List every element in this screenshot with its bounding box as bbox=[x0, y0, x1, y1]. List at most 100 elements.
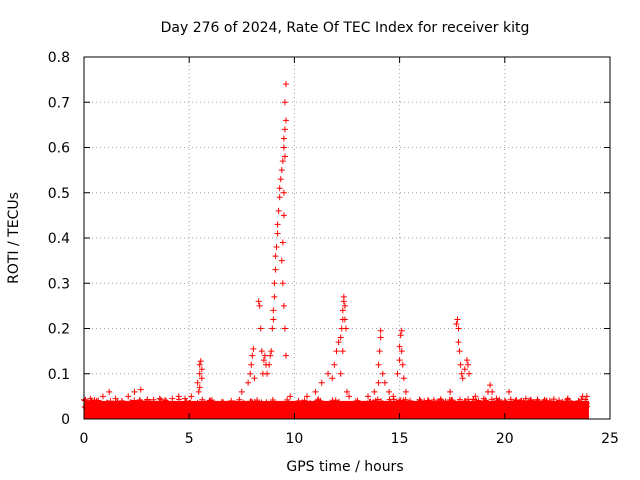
baseline-point bbox=[426, 404, 433, 411]
data-point bbox=[501, 397, 508, 404]
baseline-point bbox=[185, 400, 192, 407]
baseline-point bbox=[524, 404, 531, 411]
data-point bbox=[280, 302, 287, 309]
baseline-point bbox=[465, 399, 472, 406]
baseline-point bbox=[133, 402, 140, 409]
baseline-point bbox=[393, 398, 400, 405]
data-point bbox=[377, 334, 384, 341]
data-point bbox=[264, 370, 271, 377]
data-point bbox=[163, 397, 170, 404]
baseline-point bbox=[236, 396, 243, 403]
data-point bbox=[453, 320, 460, 327]
baseline-point bbox=[414, 404, 421, 411]
baseline-point bbox=[131, 397, 138, 404]
data-point bbox=[339, 307, 346, 314]
data-point bbox=[344, 388, 350, 395]
baseline-point bbox=[300, 403, 307, 410]
baseline-point bbox=[199, 396, 206, 403]
baseline-point bbox=[114, 399, 121, 406]
baseline-point bbox=[289, 404, 296, 411]
baseline-point bbox=[401, 398, 408, 405]
data-point bbox=[447, 388, 454, 395]
baseline-point bbox=[490, 398, 497, 405]
data-point bbox=[390, 393, 397, 400]
data-point bbox=[279, 239, 286, 246]
baseline-point bbox=[444, 403, 451, 410]
data-point bbox=[197, 358, 204, 365]
data-point bbox=[269, 325, 276, 332]
baseline-point bbox=[433, 404, 440, 411]
baseline-point bbox=[110, 400, 117, 407]
data-point bbox=[217, 402, 224, 409]
y-tick-label: 0.5 bbox=[48, 186, 70, 202]
data-point bbox=[402, 388, 409, 395]
data-point bbox=[335, 339, 342, 346]
data-point bbox=[266, 361, 273, 368]
baseline-point bbox=[263, 399, 270, 406]
data-point bbox=[106, 388, 113, 395]
baseline-noise bbox=[81, 396, 591, 419]
data-point bbox=[397, 332, 404, 339]
baseline-point bbox=[559, 398, 566, 405]
data-point bbox=[278, 257, 285, 264]
data-point bbox=[261, 352, 268, 359]
data-point bbox=[196, 370, 203, 377]
data-point bbox=[257, 325, 264, 332]
data-point bbox=[341, 302, 348, 309]
y-tick-label: 0.2 bbox=[48, 322, 70, 338]
baseline-point bbox=[342, 401, 349, 408]
data-point bbox=[175, 393, 182, 400]
baseline-point bbox=[316, 405, 323, 412]
data-point bbox=[274, 221, 281, 228]
data-point bbox=[112, 395, 119, 402]
data-points bbox=[83, 81, 590, 409]
y-tick-label: 0.7 bbox=[48, 95, 70, 111]
y-axis-ticks: 0 0.1 0.2 0.3 0.4 0.5 0.6 0.7 0.8 bbox=[48, 50, 610, 428]
data-point bbox=[238, 388, 245, 395]
baseline-point bbox=[480, 405, 487, 412]
data-point bbox=[281, 153, 288, 160]
data-point bbox=[325, 370, 332, 377]
data-point bbox=[375, 361, 382, 368]
data-point bbox=[169, 395, 176, 402]
data-point bbox=[195, 388, 202, 395]
baseline-point bbox=[469, 399, 476, 406]
data-point bbox=[281, 99, 288, 106]
baseline-point bbox=[432, 401, 439, 408]
baseline-point bbox=[235, 404, 242, 411]
baseline-point bbox=[417, 403, 424, 410]
baseline-point bbox=[578, 396, 585, 403]
baseline-point bbox=[501, 404, 508, 411]
baseline-point bbox=[299, 399, 306, 406]
baseline-point bbox=[459, 404, 466, 411]
data-point bbox=[137, 386, 144, 393]
baseline-point bbox=[456, 396, 463, 403]
x-tick-label: 10 bbox=[285, 431, 303, 447]
data-point bbox=[454, 316, 461, 323]
data-point bbox=[396, 357, 403, 364]
data-point bbox=[287, 393, 294, 400]
baseline-point bbox=[504, 402, 511, 409]
data-point bbox=[329, 375, 336, 382]
data-point bbox=[278, 167, 285, 174]
data-point bbox=[438, 397, 445, 404]
baseline-point bbox=[369, 399, 376, 406]
data-point bbox=[272, 253, 279, 260]
baseline-point bbox=[256, 401, 263, 408]
data-point bbox=[118, 397, 125, 404]
data-point bbox=[267, 352, 274, 359]
data-point bbox=[194, 379, 201, 386]
baseline-point bbox=[117, 401, 124, 408]
data-point bbox=[455, 339, 462, 346]
baseline-point bbox=[114, 398, 121, 405]
data-point bbox=[271, 280, 278, 287]
data-point bbox=[275, 207, 282, 214]
baseline-point bbox=[377, 401, 384, 408]
baseline-point bbox=[452, 400, 459, 407]
data-point bbox=[270, 316, 277, 323]
data-point bbox=[277, 176, 284, 183]
baseline-point bbox=[562, 404, 569, 411]
baseline-point bbox=[475, 397, 482, 404]
baseline-point bbox=[82, 396, 89, 403]
x-tick-label: 25 bbox=[601, 431, 619, 447]
